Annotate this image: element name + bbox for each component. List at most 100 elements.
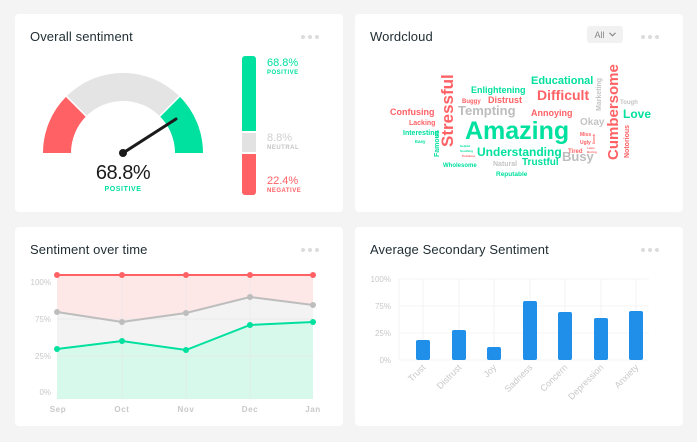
- wordcloud-card: Wordcloud All Amazing Stressful Cumberso…: [355, 14, 683, 212]
- bar-anxiety: [629, 311, 643, 360]
- word: Lacking: [409, 120, 435, 127]
- breakdown-value: 8.8%: [267, 132, 293, 144]
- y-axis-labels: 100% 75% 25% 0%: [31, 278, 51, 397]
- word: Educational: [531, 75, 593, 87]
- gauge-segment-negative: [42, 96, 87, 153]
- bar-joy: [487, 347, 501, 360]
- word: Easy: [415, 139, 426, 144]
- bar-trust: [416, 340, 430, 360]
- gauge-value: 68.8%: [95, 162, 151, 184]
- breakdown-value: 22.4%: [267, 175, 299, 187]
- word: Reputable: [496, 171, 528, 178]
- word: Love: [623, 107, 651, 121]
- more-horizontal-icon[interactable]: [301, 248, 319, 252]
- card-title: Average Secondary Sentiment: [370, 242, 549, 257]
- wordcloud-filter-dropdown[interactable]: All: [587, 26, 623, 43]
- card-title: Sentiment over time: [30, 242, 148, 257]
- word: Tempting: [458, 103, 516, 118]
- more-horizontal-icon[interactable]: [641, 248, 659, 252]
- stacked-bar-positive: [242, 56, 256, 131]
- gauge-needle: [119, 117, 178, 157]
- overall-sentiment-card: Overall sentiment 68.8% POSITIVE 68.8% P…: [15, 14, 343, 212]
- word: Cumbersome: [605, 64, 622, 160]
- area-negative: [57, 275, 313, 322]
- word: Natural: [493, 161, 517, 168]
- x-tick-label: Distrust: [435, 362, 464, 391]
- breakdown-negative: 22.4% NEGATIVE: [267, 175, 301, 194]
- gauge-chart: [42, 72, 204, 157]
- breakdown-label: NEGATIVE: [267, 188, 302, 194]
- secondary-sentiment-bar-chart: 100% 75% 25% 0%: [371, 275, 649, 402]
- bar-concern: [558, 312, 572, 360]
- stacked-bar-negative: [242, 154, 256, 195]
- gauge-segment-neutral: [66, 72, 180, 117]
- y-tick-label: 0%: [39, 388, 51, 397]
- x-tick-label: Joy: [481, 362, 498, 379]
- word: Difficult: [537, 87, 589, 103]
- word: Distrust: [488, 95, 522, 105]
- stacked-bar-neutral: [242, 133, 256, 152]
- word: Amazing: [465, 117, 569, 145]
- x-tick-label: Dec: [242, 405, 258, 414]
- word: Ugly: [580, 140, 591, 146]
- word: Busy: [562, 149, 595, 164]
- x-tick-label: Anxiety: [612, 362, 640, 390]
- x-axis-labels: Trust Distrust Joy Sadness Concern Depre…: [406, 362, 641, 402]
- gauge-segment-positive: [159, 96, 204, 153]
- bars: [416, 301, 643, 360]
- word: Marketing: [596, 78, 603, 111]
- word: Boring: [587, 150, 597, 154]
- more-horizontal-icon[interactable]: [301, 35, 319, 39]
- dropdown-selected-value: All: [594, 29, 605, 40]
- gauge-caption: POSITIVE: [104, 186, 142, 193]
- sentiment-over-time-card: Sentiment over time 100% 75% 25% 0%: [15, 227, 343, 426]
- x-tick-label: Oct: [114, 405, 129, 414]
- y-tick-label: 75%: [35, 315, 51, 324]
- card-title: Overall sentiment: [30, 29, 133, 44]
- word: Tired: [568, 149, 583, 155]
- breakdown-value: 68.8%: [267, 57, 299, 69]
- y-tick-label: 0%: [379, 356, 391, 365]
- x-tick-label: Nov: [178, 405, 195, 414]
- x-tick-label: Depression: [566, 362, 605, 401]
- bar-distrust: [452, 330, 466, 360]
- chevron-down-icon: [608, 32, 616, 37]
- y-axis-labels: 100% 75% 25% 0%: [371, 275, 391, 365]
- x-axis-labels: Sep Oct Nov Dec Jan: [50, 405, 321, 414]
- word: Lame: [587, 146, 595, 150]
- y-tick-label: 100%: [371, 275, 391, 284]
- more-horizontal-icon[interactable]: [641, 35, 659, 39]
- word: Tough: [620, 100, 638, 106]
- points-neutral: [54, 294, 316, 325]
- word: Buggy: [462, 99, 481, 105]
- wordcloud: Amazing Stressful Cumbersome Difficult E…: [390, 64, 651, 178]
- area-neutral: [57, 297, 313, 350]
- y-tick-label: 25%: [35, 352, 51, 361]
- word: Helpful: [460, 144, 470, 148]
- breakdown-neutral: 8.8% NEUTRAL: [267, 132, 299, 151]
- y-tick-label: 100%: [31, 278, 51, 287]
- average-secondary-sentiment-card: Average Secondary Sentiment 100% 75% 25%…: [355, 227, 683, 426]
- x-tick-label: Concern: [538, 362, 569, 393]
- x-tick-label: Trust: [406, 362, 428, 384]
- word: Notorious: [624, 125, 631, 158]
- word: Understanding: [477, 145, 562, 159]
- word: Trustful: [522, 157, 559, 168]
- word: Wholesome: [443, 163, 477, 169]
- bar-depression: [594, 318, 608, 360]
- word: Okay: [580, 117, 605, 128]
- x-tick-label: Sadness: [503, 362, 535, 394]
- x-tick-label: Jan: [305, 405, 321, 414]
- word: Stressful: [438, 74, 457, 147]
- y-tick-label: 75%: [375, 302, 391, 311]
- word: Enlightening: [471, 85, 526, 95]
- breakdown-positive: 68.8% POSITIVE: [267, 57, 299, 76]
- word: Dumb: [592, 134, 596, 144]
- bar-sadness: [523, 301, 537, 360]
- breakdown-label: NEUTRAL: [267, 145, 300, 151]
- card-title: Wordcloud: [370, 29, 433, 44]
- breakdown-label: POSITIVE: [267, 70, 299, 76]
- word: Interesting: [403, 130, 439, 137]
- sentiment-stacked-bar: [242, 56, 256, 195]
- sentiment-area-chart: 100% 75% 25% 0% Sep: [31, 272, 321, 414]
